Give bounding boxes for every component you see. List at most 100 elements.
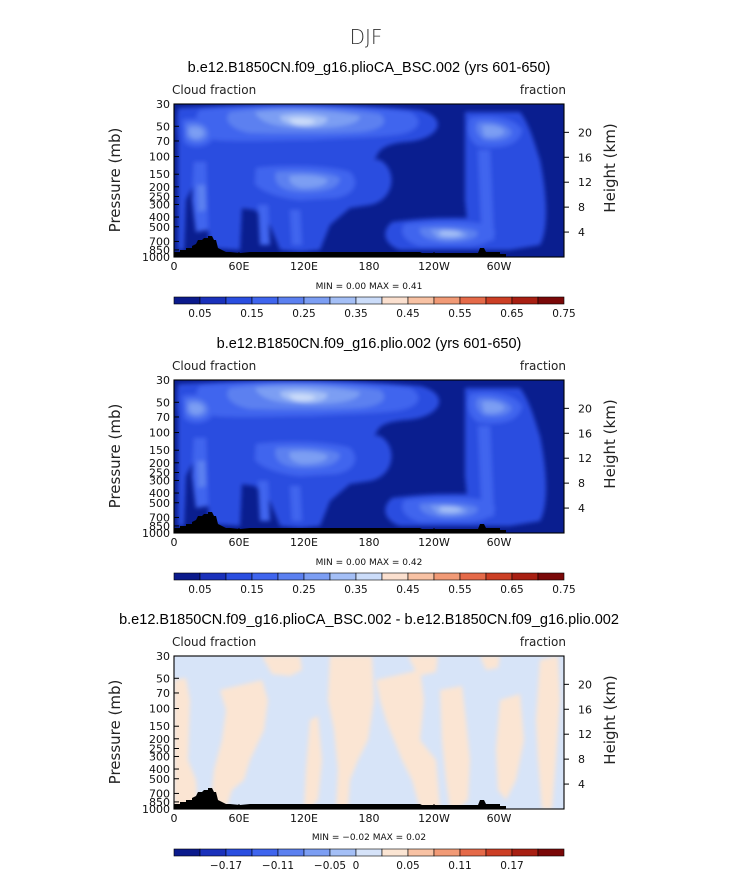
colorbar-box (381, 848, 409, 857)
colorbar-box (173, 572, 201, 581)
y-tick-label: 300 (149, 198, 170, 211)
colorbar-label: 0.15 (240, 308, 263, 320)
colorbar-label: 0.15 (240, 584, 263, 596)
colorbar-box (381, 572, 409, 581)
y-tick-label: 100 (149, 151, 170, 164)
y-tick-label: 700 (149, 787, 170, 800)
colorbar-box (485, 572, 513, 581)
y-right-tick-label: 20 (578, 678, 592, 691)
variable-label: Cloud fraction (172, 635, 256, 649)
panel-2: b.e12.B1850CN.f09_g16.plio.002 (yrs 601-… (106, 336, 619, 596)
y-tick-label: 30 (156, 374, 170, 387)
y-right-tick-label: 12 (578, 176, 592, 189)
panel-title: b.e12.B1850CN.f09_g16.plio.002 (yrs 601-… (217, 336, 522, 352)
colorbar-box (303, 572, 331, 581)
y-tick-label: 50 (156, 396, 170, 409)
colorbar-label: 0.45 (396, 308, 419, 320)
colorbar-label: 0.55 (448, 308, 471, 320)
y-tick-label: 200 (149, 181, 170, 194)
colorbar-box (277, 572, 305, 581)
y-tick-label: 70 (156, 135, 170, 148)
y-right-tick-label: 12 (578, 728, 592, 741)
colorbar-label: 0.75 (552, 584, 575, 596)
y-tick-label: 850 (149, 796, 170, 809)
x-tick-label: 60E (229, 260, 250, 273)
colorbar-label: 0.35 (344, 308, 367, 320)
y-tick-label: 150 (149, 168, 170, 181)
colorbar-label: −0.17 (210, 860, 242, 872)
colorbar-box (199, 848, 227, 857)
colorbar-box (277, 296, 305, 305)
y-tick-label: 850 (149, 244, 170, 257)
colorbar-box (407, 296, 435, 305)
variable-label: Cloud fraction (172, 359, 256, 373)
y-right-tick-label: 16 (578, 151, 592, 164)
y-axis-right-label: Height (km) (601, 123, 619, 212)
colorbar-label: 0.65 (500, 308, 523, 320)
y-right-tick-label: 4 (578, 778, 585, 791)
y-tick-label: 70 (156, 687, 170, 700)
y-axis-label: Pressure (mb) (106, 128, 124, 233)
colorbar-box (511, 572, 539, 581)
y-right-tick-label: 4 (578, 502, 585, 515)
colorbar-box (485, 296, 513, 305)
colorbar-box (303, 848, 331, 857)
y-tick-label: 1000 (142, 527, 170, 540)
y-tick-label: 400 (149, 211, 170, 224)
y-tick-label: 100 (149, 703, 170, 716)
page-title: DJF (350, 25, 383, 49)
y-right-tick-label: 8 (578, 477, 585, 490)
y-right-tick-label: 8 (578, 753, 585, 766)
colorbar-label: 0.05 (188, 308, 211, 320)
colorbar-box (433, 572, 461, 581)
colorbar-label: 0.65 (500, 584, 523, 596)
colorbar-box (537, 848, 565, 857)
x-tick-label: 120E (290, 260, 318, 273)
y-right-tick-label: 16 (578, 703, 592, 716)
colorbar-box (225, 572, 253, 581)
y-tick-label: 250 (149, 467, 170, 480)
colorbar-box (459, 296, 487, 305)
colorbar-box (225, 848, 253, 857)
contour-field (174, 104, 564, 257)
colorbar-box (199, 572, 227, 581)
y-right-tick-label: 16 (578, 427, 592, 440)
colorbar-label: −0.05 (314, 860, 346, 872)
colorbar-box (303, 296, 331, 305)
colorbar-label: 0.45 (396, 584, 419, 596)
units-label: fraction (520, 83, 566, 97)
colorbar-box (329, 296, 357, 305)
y-tick-label: 300 (149, 474, 170, 487)
y-axis-right-label: Height (km) (601, 399, 619, 488)
y-tick-label: 30 (156, 650, 170, 663)
y-tick-label: 500 (149, 221, 170, 234)
colorbar-label: 0.05 (188, 584, 211, 596)
y-right-tick-label: 4 (578, 226, 585, 239)
y-tick-label: 50 (156, 120, 170, 133)
panel-3: b.e12.B1850CN.f09_g16.plioCA_BSC.002 - b… (106, 612, 619, 872)
y-tick-label: 30 (156, 98, 170, 111)
colorbar-box (225, 296, 253, 305)
panel-title: b.e12.B1850CN.f09_g16.plioCA_BSC.002 (yr… (188, 60, 551, 76)
y-tick-label: 500 (149, 773, 170, 786)
contour-field (174, 380, 564, 533)
y-tick-label: 400 (149, 487, 170, 500)
colorbar-label: 0.17 (500, 860, 523, 872)
y-tick-label: 700 (149, 235, 170, 248)
colorbar-box (251, 848, 279, 857)
x-tick-label: 60W (487, 260, 512, 273)
contour-field (174, 656, 564, 809)
colorbar-label: 0.11 (448, 860, 471, 872)
y-tick-label: 700 (149, 511, 170, 524)
colorbar-box (433, 848, 461, 857)
x-tick-label: 60E (229, 812, 250, 825)
y-tick-label: 1000 (142, 251, 170, 264)
panel-1: b.e12.B1850CN.f09_g16.plioCA_BSC.002 (yr… (106, 60, 619, 320)
y-tick-label: 850 (149, 520, 170, 533)
x-tick-label: 0 (171, 536, 178, 549)
y-tick-label: 500 (149, 497, 170, 510)
y-right-tick-label: 20 (578, 126, 592, 139)
colorbar-box (329, 572, 357, 581)
variable-label: Cloud fraction (172, 83, 256, 97)
colorbar-box (173, 848, 201, 857)
